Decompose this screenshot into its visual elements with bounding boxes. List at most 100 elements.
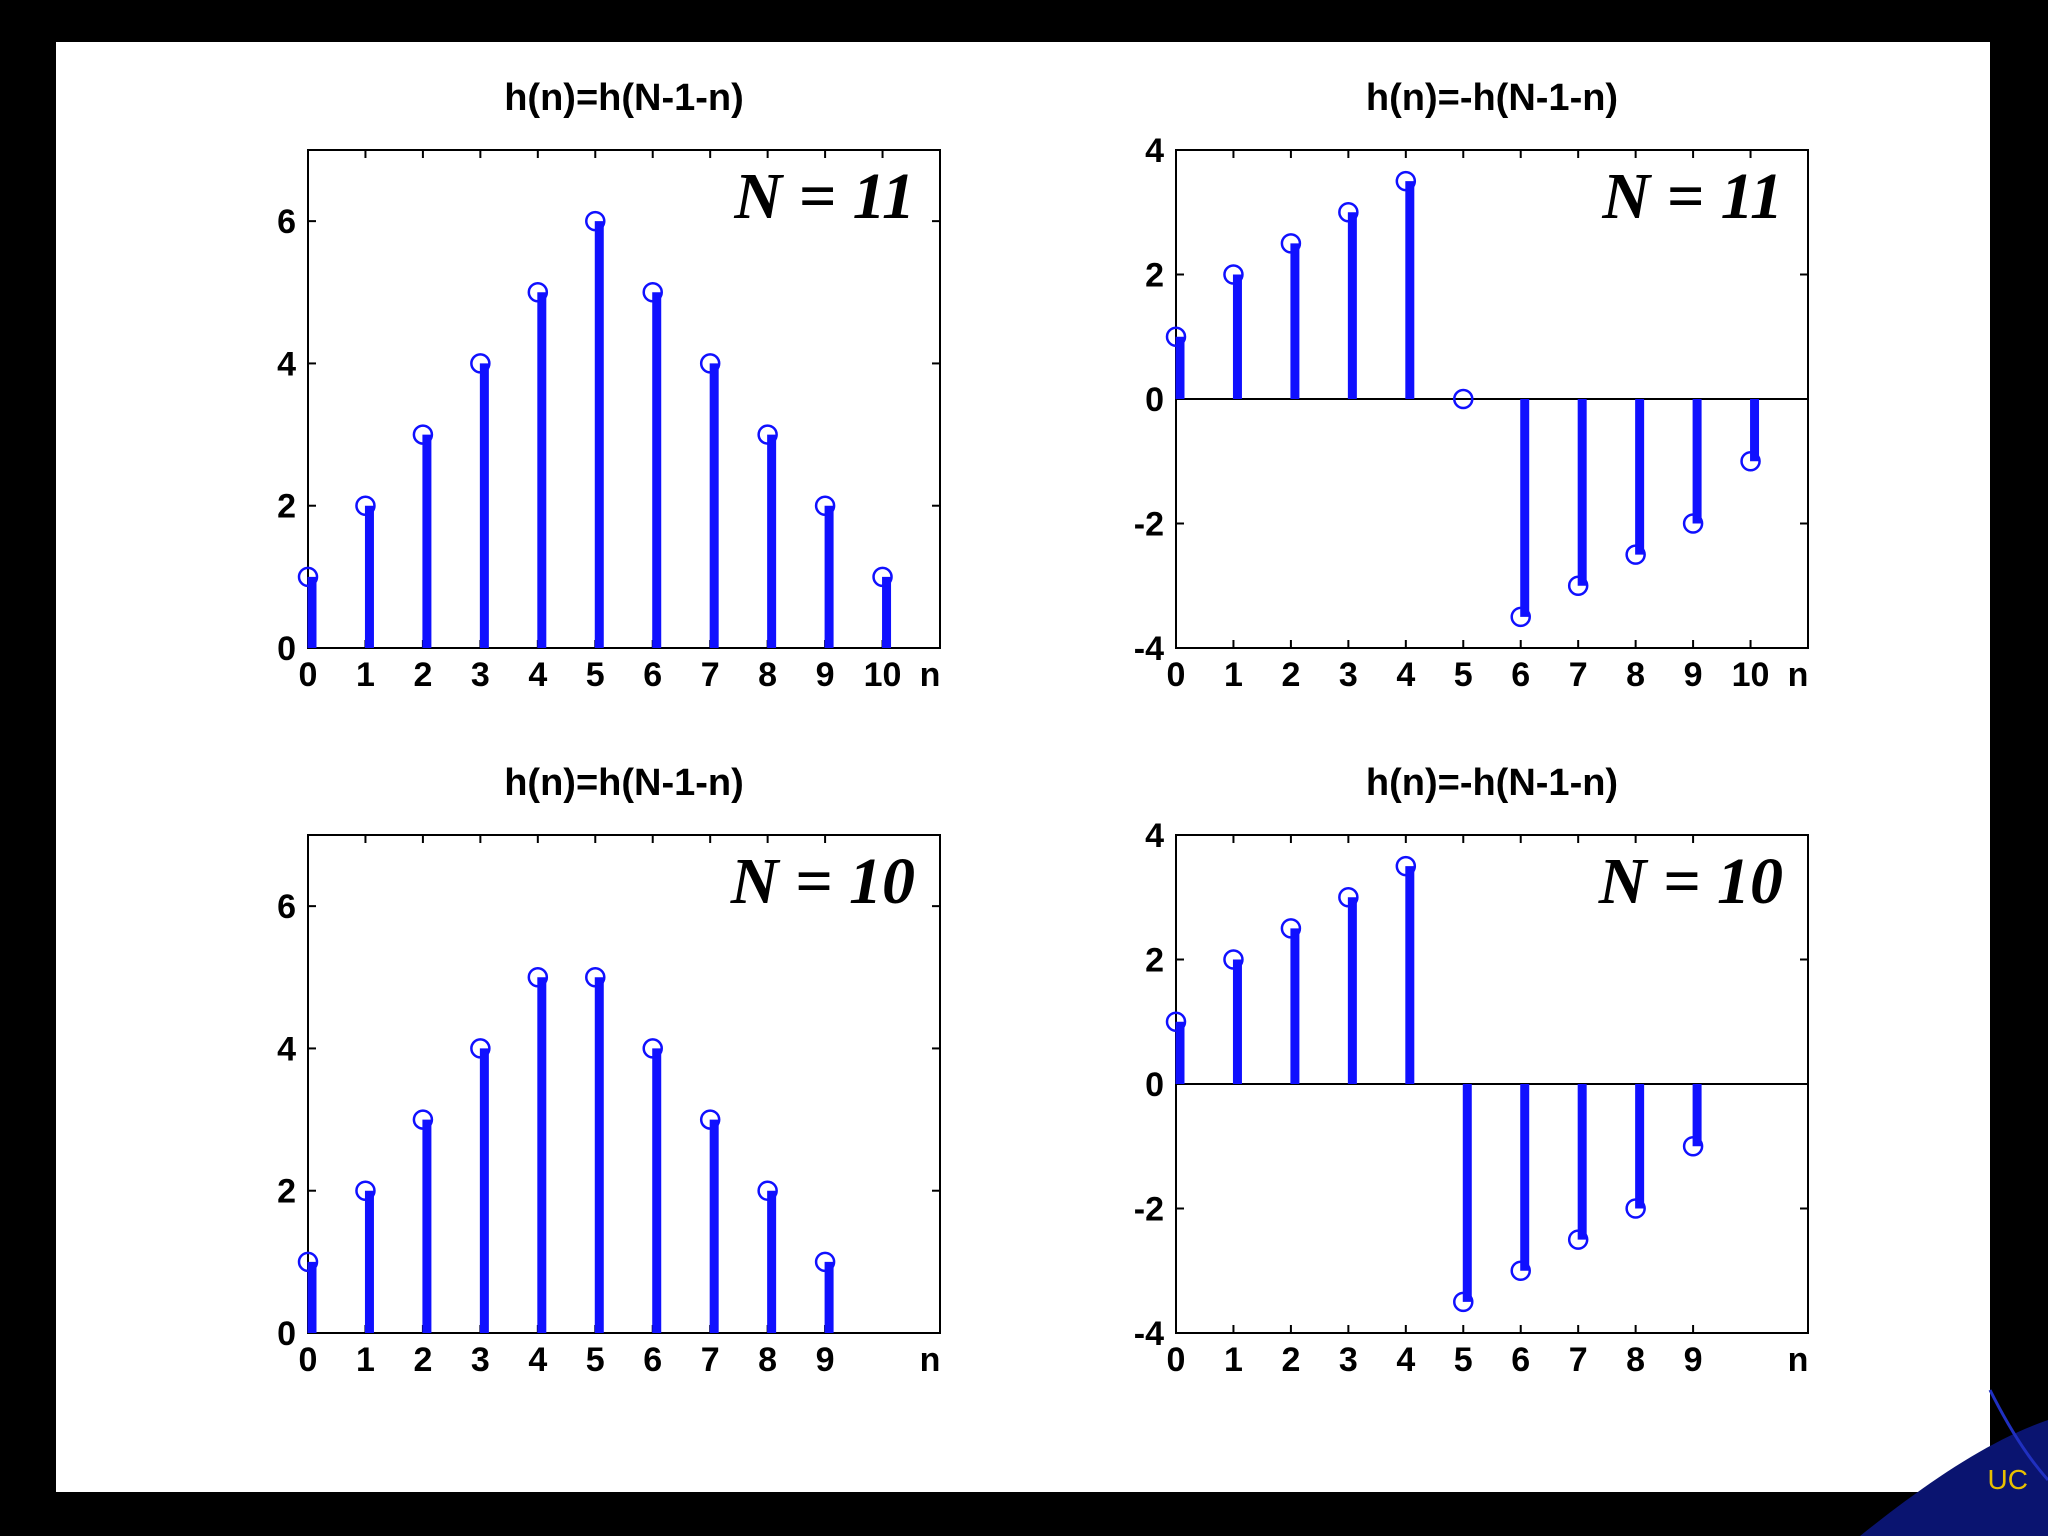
- stem-marker: [412, 1109, 434, 1130]
- stem-marker: [699, 1109, 721, 1130]
- y-tick-label: -4: [1134, 630, 1164, 668]
- x-tick-label: 9: [816, 1341, 835, 1379]
- chart-title: h(n)=h(N-1-n): [504, 77, 744, 119]
- x-tick-label: 4: [1396, 656, 1415, 694]
- x-tick-label: 1: [356, 656, 375, 694]
- x-tick-label: 3: [1339, 1341, 1358, 1379]
- stem-marker: [527, 967, 549, 988]
- y-tick-label: 0: [277, 1315, 296, 1353]
- x-tick-label: 9: [816, 656, 835, 694]
- stem-marker: [1625, 544, 1646, 565]
- x-tick-label: 4: [1396, 1341, 1415, 1379]
- x-tick-label: 6: [643, 1341, 662, 1379]
- stem-marker: [470, 353, 491, 374]
- stem-marker: [814, 495, 836, 516]
- x-tick-label: 3: [471, 656, 490, 694]
- x-tick-label: 6: [1511, 1341, 1530, 1379]
- n-annotation: N = 10: [730, 845, 915, 918]
- stem-marker: [355, 495, 376, 516]
- x-tick-label: 5: [586, 656, 605, 694]
- stem-marker: [297, 566, 319, 588]
- x-tick-label: 1: [356, 1341, 375, 1379]
- stem-marker: [1625, 1198, 1646, 1219]
- y-tick-label: 6: [277, 888, 296, 926]
- y-tick-label: 2: [277, 488, 296, 526]
- stem-marker: [355, 1180, 376, 1201]
- stem-marker: [585, 967, 606, 988]
- plot-frame: [307, 149, 941, 649]
- stem-marker: [1280, 918, 1302, 939]
- stem-marker: [1165, 326, 1187, 347]
- x-tick-label: 7: [701, 1341, 720, 1379]
- stem-marker: [1338, 202, 1359, 223]
- n-annotation: N = 11: [1601, 160, 1783, 233]
- stem-marker: [642, 1038, 663, 1059]
- stem-marker: [1740, 451, 1761, 472]
- x-tick-label: 5: [1454, 1341, 1473, 1379]
- stem-marker: [1165, 1011, 1187, 1032]
- y-tick-label: 0: [277, 630, 296, 668]
- x-tick-label: 0: [299, 1341, 318, 1379]
- x-tick-label: 7: [1569, 1341, 1588, 1379]
- x-tick-label: 7: [1569, 656, 1588, 694]
- x-tick-label: 5: [1454, 656, 1473, 694]
- y-tick-label: 2: [1145, 257, 1164, 295]
- x-tick-label: 10: [864, 656, 902, 694]
- stem-marker: [585, 210, 606, 232]
- stem-marker: [814, 1251, 836, 1273]
- chart-title: h(n)=-h(N-1-n): [1366, 762, 1618, 804]
- stem-marker: [1682, 513, 1704, 534]
- stem-marker: [1453, 388, 1474, 410]
- y-tick-label: 2: [277, 1173, 296, 1211]
- chart-title: h(n)=h(N-1-n): [504, 762, 744, 804]
- stem-marker: [1510, 1260, 1531, 1281]
- stem-marker: [872, 566, 893, 588]
- y-tick-label: 4: [1145, 817, 1164, 855]
- y-tick-label: -4: [1134, 1315, 1164, 1353]
- x-tick-label: 1: [1224, 656, 1243, 694]
- stem-marker: [1395, 855, 1417, 877]
- x-tick-label: 10: [1732, 656, 1770, 694]
- y-tick-label: -2: [1134, 506, 1164, 544]
- stem-marker: [470, 1038, 491, 1059]
- x-tick-label: 1: [1224, 1341, 1243, 1379]
- x-tick-label: 7: [701, 656, 720, 694]
- stem-marker: [527, 282, 549, 303]
- x-tick-label: 0: [1167, 656, 1186, 694]
- x-tick-label: 6: [643, 656, 662, 694]
- stem-marker: [1682, 1136, 1704, 1157]
- stem-marker: [412, 424, 434, 445]
- x-axis-label: n: [1788, 1341, 1809, 1379]
- x-tick-label: 8: [1626, 656, 1645, 694]
- x-tick-label: 3: [471, 1341, 490, 1379]
- x-tick-label: 0: [299, 656, 318, 694]
- stem-marker: [642, 282, 663, 303]
- stem-marker: [1395, 170, 1417, 192]
- y-tick-label: 6: [277, 203, 296, 241]
- slide-canvas: [56, 42, 1990, 1492]
- x-tick-label: 2: [1281, 656, 1300, 694]
- footer-text: UC: [1987, 1464, 2028, 1495]
- chart-title: h(n)=-h(N-1-n): [1366, 77, 1618, 119]
- x-tick-label: 2: [1281, 1341, 1300, 1379]
- x-tick-label: 6: [1511, 656, 1530, 694]
- stem-marker: [1453, 1291, 1474, 1313]
- x-tick-label: 9: [1684, 656, 1703, 694]
- y-tick-label: 4: [277, 345, 296, 383]
- y-tick-label: 0: [1145, 381, 1164, 419]
- x-tick-label: 4: [528, 656, 547, 694]
- x-axis-label: n: [920, 1341, 941, 1379]
- x-tick-label: 2: [413, 656, 432, 694]
- stem-marker: [1510, 606, 1531, 628]
- x-tick-label: 9: [1684, 1341, 1703, 1379]
- x-tick-label: 2: [413, 1341, 432, 1379]
- x-tick-label: 4: [528, 1341, 547, 1379]
- y-tick-label: 4: [1145, 132, 1164, 170]
- y-tick-label: -2: [1134, 1191, 1164, 1229]
- plot-frame: [307, 834, 941, 1334]
- x-tick-label: 5: [586, 1341, 605, 1379]
- stem-marker: [297, 1251, 319, 1273]
- stem-marker: [1338, 887, 1359, 908]
- stem-marker: [1223, 264, 1244, 285]
